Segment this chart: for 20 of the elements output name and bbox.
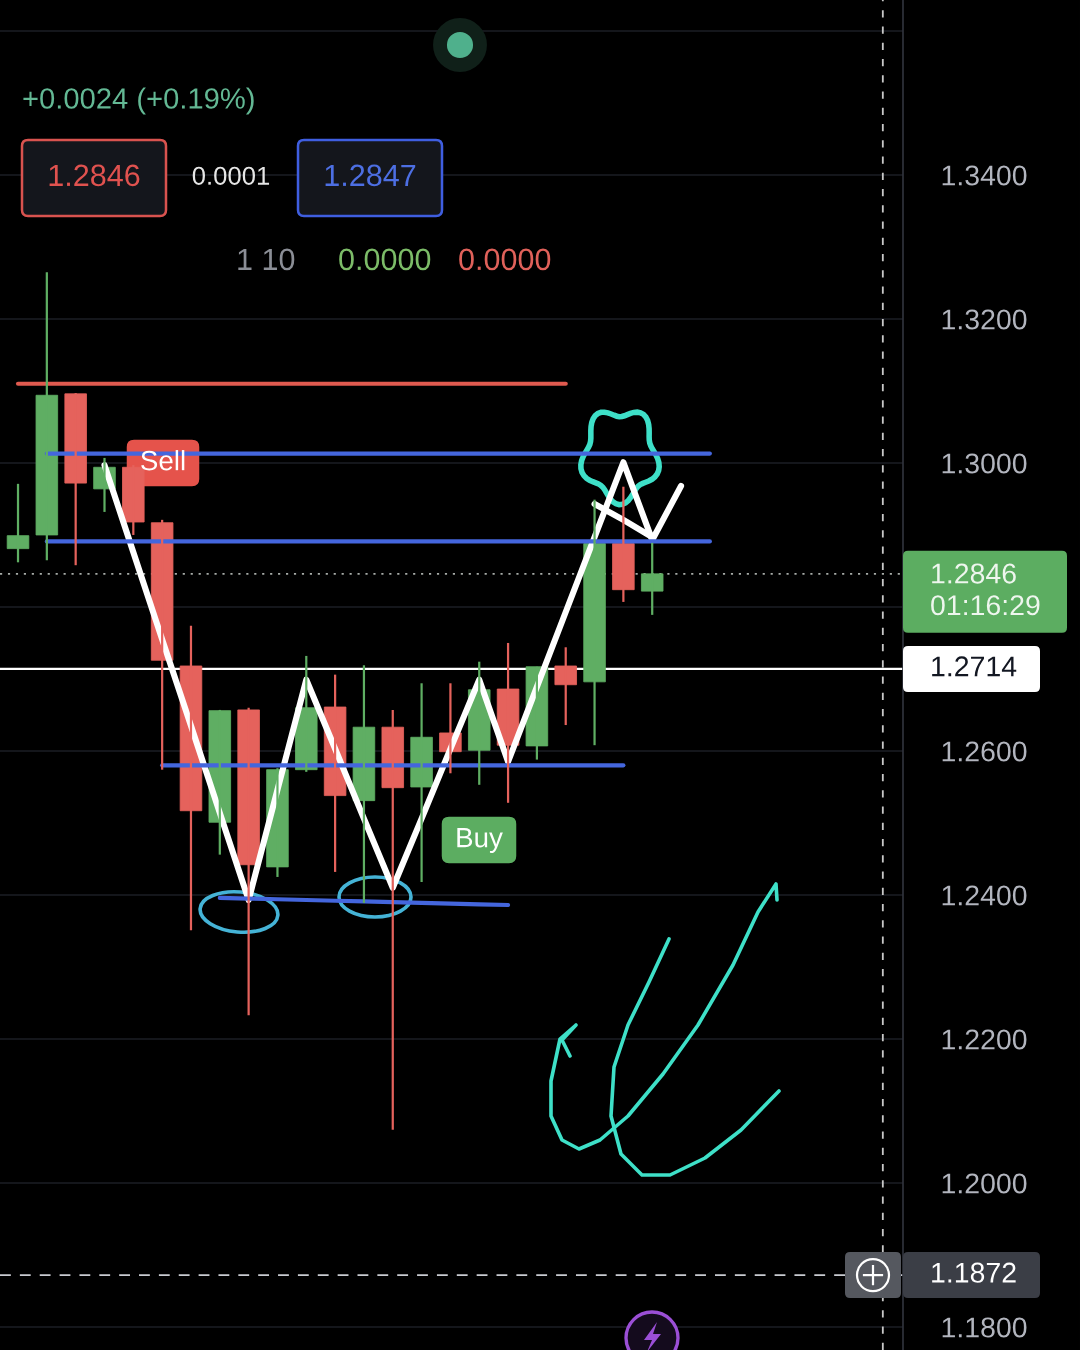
annotation: 0.0000	[459, 248, 551, 271]
y-tick-label: 1.3400	[942, 165, 1027, 186]
annotation: Buy	[457, 828, 503, 853]
y-tick-label: 1.2400	[942, 885, 1027, 906]
y-tick-label: 1.1800	[942, 1317, 1027, 1338]
ref-line-label: 1.2714	[932, 656, 1017, 677]
y-tick-label: 1.3200	[942, 309, 1027, 330]
y-tick-label: 1.2000	[942, 1173, 1027, 1194]
annotation: 1.2846	[49, 164, 140, 187]
y-tick-label: 1.2200	[942, 1029, 1027, 1050]
ref-line-label: 1.2846 01:16:29	[931, 563, 1040, 616]
annotation: 1.2847	[325, 164, 416, 187]
y-tick-label: 1.3000	[942, 453, 1027, 474]
y-tick-label: 1.2600	[942, 741, 1027, 762]
annotation: Sell	[141, 450, 185, 471]
ref-line-label: 1.1872	[932, 1262, 1016, 1283]
annotation: 0.0001	[192, 166, 270, 185]
annotation: +0.0024 (+0.19%)	[23, 87, 254, 115]
annotation: 1 10	[238, 248, 295, 271]
annotation: 0.0000	[339, 248, 431, 271]
